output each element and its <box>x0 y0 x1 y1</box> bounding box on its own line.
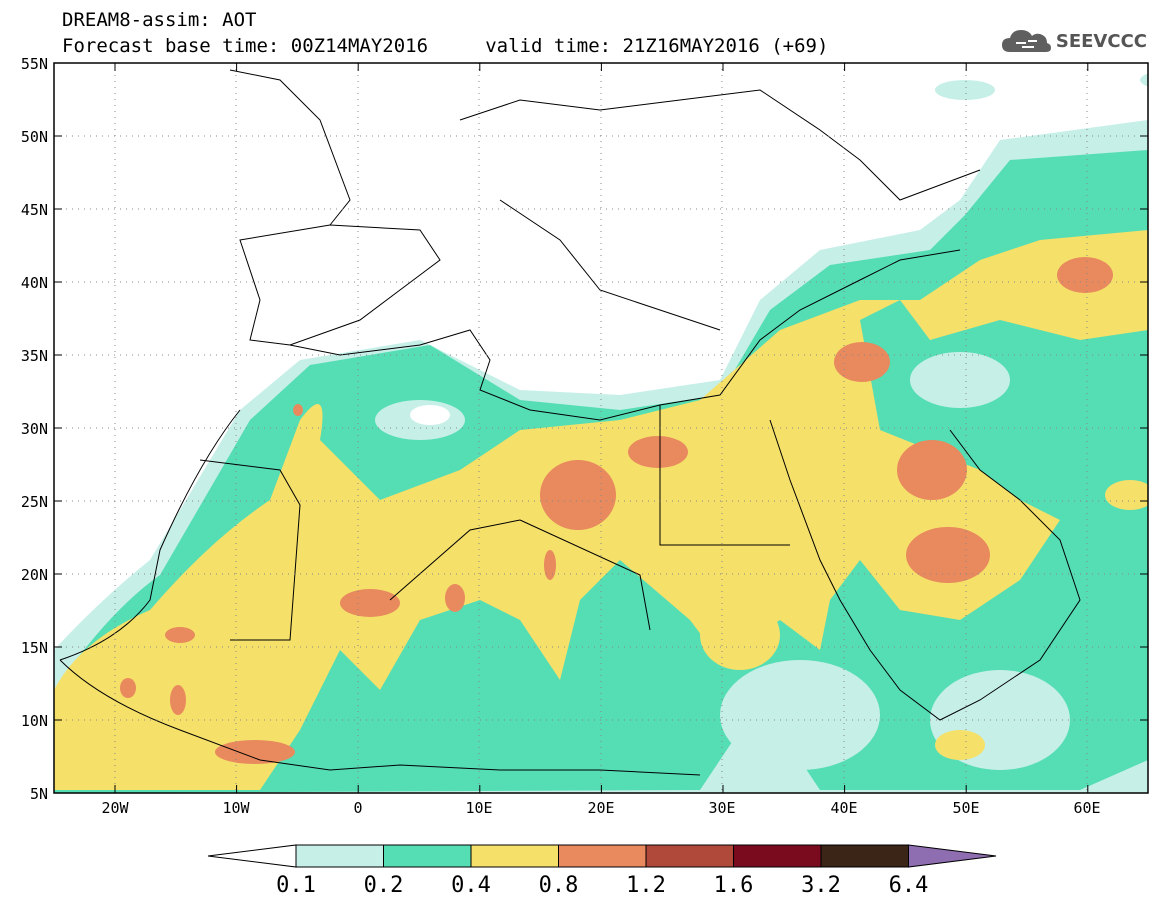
colorbar-label: 0.2 <box>364 873 404 898</box>
lon-tick-label: 60E <box>1073 799 1100 817</box>
colorbar-label: 0.8 <box>539 873 579 898</box>
lat-tick-label: 5N <box>30 785 48 803</box>
grid-lines <box>54 63 1148 793</box>
colorbar-segment <box>733 844 822 868</box>
chart-title-line1: DREAM8-assim: AOT <box>62 9 257 31</box>
colorbar-label: 0.1 <box>276 873 316 898</box>
aot-contour-clear <box>410 405 450 425</box>
seevccc-logo: SEEVCCC <box>1000 26 1147 56</box>
colorbar-segment <box>645 844 734 868</box>
colorbar-label: 3.2 <box>801 873 841 898</box>
lon-tick-label: 10E <box>465 799 492 817</box>
lat-tick-label: 55N <box>21 55 48 73</box>
chart-title-line2: Forecast base time: 00Z14MAY2016 valid t… <box>62 35 829 57</box>
lon-tick-label: 20E <box>587 799 614 817</box>
colorbar-segment <box>558 844 647 868</box>
colorbar-high-arrow <box>908 844 997 868</box>
lat-tick-label: 40N <box>21 274 48 292</box>
colorbar-segment <box>383 844 472 868</box>
lon-tick-label: 30E <box>708 799 735 817</box>
lon-tick-label: 0 <box>353 799 362 817</box>
colorbar-segment <box>820 844 909 868</box>
lat-tick-label: 15N <box>21 639 48 657</box>
axis-ticks <box>54 62 1148 794</box>
logo-text: SEEVCCC <box>1055 30 1147 52</box>
lon-tick-label: 20W <box>101 799 129 817</box>
lat-tick-label: 25N <box>21 493 48 511</box>
colorbar-segment <box>470 844 559 868</box>
lat-tick-label: 45N <box>21 201 48 219</box>
lat-tick-label: 30N <box>21 420 48 438</box>
colorbar-segment <box>295 844 384 868</box>
lat-tick-label: 10N <box>21 712 48 730</box>
colorbar-label: 1.2 <box>626 873 666 898</box>
lon-tick-label: 50E <box>952 799 979 817</box>
aot-field <box>54 63 1148 793</box>
colorbar-label: 0.4 <box>451 873 491 898</box>
lat-tick-label: 50N <box>21 128 48 146</box>
colorbar: 0.1 0.2 0.4 0.8 1.2 1.6 3.2 6.4 <box>207 844 997 898</box>
lon-axis: 20W 10W 0 10E 20E 30E 40E 50E 60E <box>101 799 1100 817</box>
lat-tick-label: 35N <box>21 347 48 365</box>
aot-contour-0.8 <box>120 257 1113 764</box>
colorbar-low-arrow <box>207 844 297 868</box>
lat-axis: 5N 10N 15N 20N 25N 30N 35N 40N 45N 50N 5… <box>21 55 48 803</box>
lon-tick-label: 40E <box>830 799 857 817</box>
coastlines <box>59 69 1081 776</box>
lon-tick-label: 10W <box>222 799 250 817</box>
colorbar-label: 1.6 <box>714 873 754 898</box>
cloud-icon <box>1001 30 1051 52</box>
lat-tick-label: 20N <box>21 566 48 584</box>
colorbar-label: 6.4 <box>889 873 929 898</box>
